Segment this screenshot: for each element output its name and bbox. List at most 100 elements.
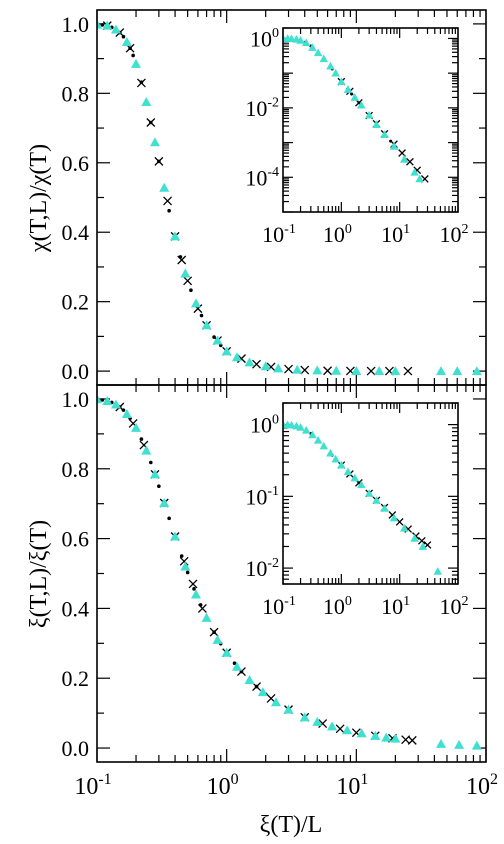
data-point-triangle xyxy=(389,142,399,150)
data-point-triangle xyxy=(102,396,113,406)
data-point-triangle xyxy=(159,182,170,192)
data-point-triangle xyxy=(110,24,121,34)
data-point-triangle xyxy=(400,155,409,163)
data-point-triangle xyxy=(97,19,102,29)
data-point-cross xyxy=(395,518,404,526)
y-tick-label: 0.0 xyxy=(62,359,90,384)
data-point-triangle xyxy=(170,231,181,241)
y-tick-label: 0.4 xyxy=(62,220,90,245)
data-point-triangle xyxy=(331,68,340,77)
data-point-cross xyxy=(188,579,198,589)
data-point-triangle xyxy=(221,346,232,356)
x-tick-label: 101 xyxy=(336,771,368,800)
bottom-main-plot: 10-1 100 101 102 0.0 0.2 0.4 0.6 0.8 1.0 xyxy=(62,384,498,800)
data-point-triangle xyxy=(260,361,271,371)
data-point-triangle xyxy=(343,85,353,93)
y-tick-label: 0.2 xyxy=(62,666,90,691)
data-point-triangle xyxy=(331,454,340,463)
data-point-triangle xyxy=(357,100,366,109)
data-point-triangle xyxy=(342,725,353,735)
data-point-cross xyxy=(403,366,413,376)
data-point-triangle xyxy=(292,364,303,374)
data-point-cross xyxy=(183,276,193,286)
data-point-triangle xyxy=(244,674,255,684)
y-tick-label: 10-2 xyxy=(245,96,279,121)
data-point-cross xyxy=(406,157,414,166)
bottom-y-axis-label: ξ(T,L)/ξ(T) xyxy=(26,520,52,628)
data-point-triangle xyxy=(436,738,447,748)
top-main-plot: 0.0 0.2 0.4 0.6 0.8 1.0 xyxy=(62,9,487,386)
data-point-triangle xyxy=(212,335,223,345)
bottom-x-axis-label: ξ(T)/L xyxy=(260,812,323,838)
y-tick-label: 0.6 xyxy=(62,527,90,552)
data-point-triangle xyxy=(121,408,132,418)
data-point-cross xyxy=(177,255,187,265)
data-point-triangle xyxy=(308,43,317,51)
data-point-triangle xyxy=(312,716,323,726)
data-point-triangle xyxy=(389,513,399,522)
x-tick-label: 10-1 xyxy=(262,222,296,247)
data-point-triangle xyxy=(131,422,142,432)
y-tick-label: 0.2 xyxy=(62,290,90,315)
data-point-triangle xyxy=(221,647,232,657)
data-point-cross xyxy=(318,719,328,729)
data-point-triangle xyxy=(201,320,212,330)
data-point-triangle xyxy=(270,697,281,707)
data-point-dot xyxy=(179,554,184,558)
data-point-dot xyxy=(199,313,204,318)
data-point-dot xyxy=(149,460,153,465)
y-tick-label: 0.6 xyxy=(62,151,90,176)
data-point-triangle xyxy=(350,473,360,482)
x-tick-label: 10-1 xyxy=(74,771,111,800)
y-tick-label: 100 xyxy=(250,412,279,437)
data-point-triangle xyxy=(364,489,374,497)
data-point-triangle xyxy=(301,425,311,434)
x-tick-label: 100 xyxy=(323,222,352,247)
data-point-dot xyxy=(192,587,196,591)
data-point-cross xyxy=(300,365,310,375)
data-point-dot xyxy=(139,437,144,441)
data-point-triangle xyxy=(170,531,181,541)
data-point-triangle xyxy=(350,93,360,101)
data-point-cross xyxy=(179,556,189,566)
data-point-triangle xyxy=(319,54,329,63)
data-point-cross xyxy=(252,359,262,369)
data-point-triangle xyxy=(212,634,223,644)
data-point-triangle xyxy=(364,110,374,119)
data-point-dot xyxy=(185,570,190,575)
data-point-triangle xyxy=(337,460,346,469)
y-tick-label: 0.4 xyxy=(62,596,90,621)
data-point-cross xyxy=(417,536,426,545)
series-triangle xyxy=(97,394,482,750)
data-point-triangle xyxy=(97,394,102,404)
data-point-triangle xyxy=(190,589,201,599)
data-point-cross xyxy=(163,196,173,206)
data-point-triangle xyxy=(149,469,160,479)
data-point-triangle xyxy=(301,38,311,47)
data-point-triangle xyxy=(312,365,323,375)
data-point-triangle xyxy=(180,561,191,571)
data-point-triangle xyxy=(296,36,305,44)
data-point-triangle xyxy=(231,661,242,671)
y-tick-label: 10-1 xyxy=(245,484,279,509)
data-markers xyxy=(97,19,482,376)
data-point-triangle xyxy=(326,61,335,70)
data-point-triangle xyxy=(190,298,201,308)
data-point-cross xyxy=(284,364,293,374)
data-point-triangle xyxy=(319,441,329,450)
data-point-triangle xyxy=(296,423,305,431)
data-point-triangle xyxy=(110,399,121,409)
data-point-triangle xyxy=(313,435,323,444)
data-point-triangle xyxy=(452,366,463,376)
y-tick-label: 0.0 xyxy=(62,736,90,761)
data-point-triangle xyxy=(390,733,401,743)
data-point-triangle xyxy=(372,120,381,128)
data-point-cross xyxy=(197,603,207,613)
data-point-triangle xyxy=(436,366,447,376)
data-point-triangle xyxy=(121,36,132,46)
series-triangle xyxy=(283,34,424,183)
data-point-triangle xyxy=(326,448,335,457)
data-point-cross xyxy=(209,627,219,637)
data-point-dot xyxy=(100,398,105,402)
